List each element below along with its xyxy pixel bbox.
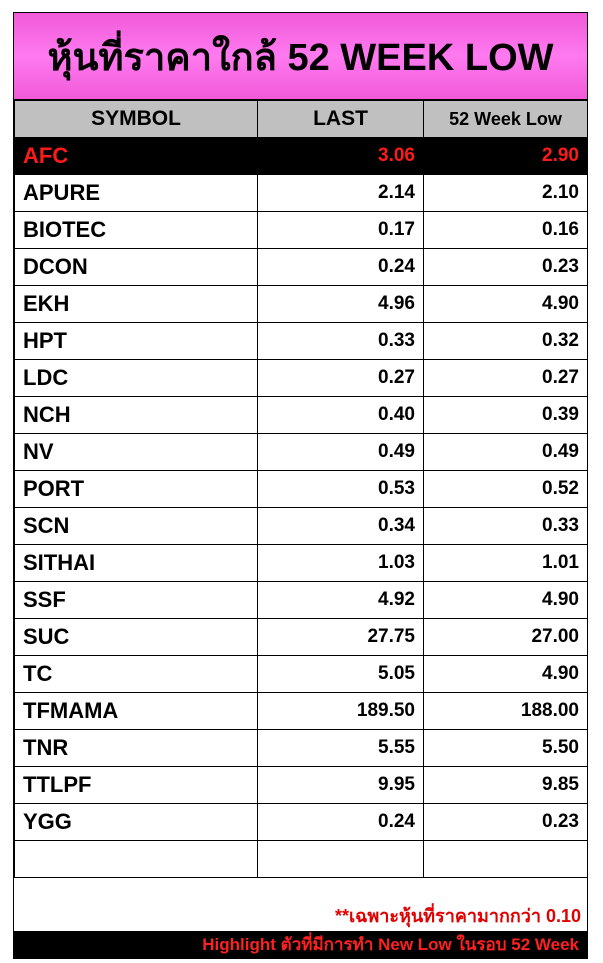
price-cell: 5.05: [257, 655, 424, 693]
price-cell: 1.01: [423, 544, 588, 582]
table-row: SITHAI 1.03 1.01: [14, 544, 588, 582]
table-row: TTLPF 9.95 9.85: [14, 766, 588, 804]
price-cell: 9.95: [257, 766, 424, 804]
table-row: SSF 4.92 4.90: [14, 581, 588, 619]
price-cell: 5.50: [423, 729, 588, 767]
symbol-cell: SITHAI: [14, 544, 258, 582]
price-cell: 3.06: [257, 137, 424, 175]
price-cell: 2.14: [257, 174, 424, 212]
price-cell: 27.75: [257, 618, 424, 656]
price-cell: 0.33: [423, 507, 588, 545]
price-cell: 4.92: [257, 581, 424, 619]
symbol-cell: DCON: [14, 248, 258, 286]
symbol-cell: AFC: [14, 137, 258, 175]
table-row: HPT 0.33 0.32: [14, 322, 588, 360]
column-header: LAST: [257, 100, 424, 138]
symbol-cell: YGG: [14, 803, 258, 841]
column-header: 52 Week Low: [423, 100, 588, 138]
price-cell: 0.27: [423, 359, 588, 397]
column-header: SYMBOL: [14, 100, 258, 138]
table-row: SCN 0.34 0.33: [14, 507, 588, 545]
table-row: BIOTEC 0.17 0.16: [14, 211, 588, 249]
price-cell: 0.39: [423, 396, 588, 434]
price-cell: 4.90: [423, 655, 588, 693]
price-cell: 27.00: [423, 618, 588, 656]
table-row: PORT 0.53 0.52: [14, 470, 588, 508]
table-row: EKH 4.96 4.90: [14, 285, 588, 323]
price-cell: 0.17: [257, 211, 424, 249]
symbol-cell: HPT: [14, 322, 258, 360]
table-row: APURE 2.14 2.10: [14, 174, 588, 212]
symbol-cell: EKH: [14, 285, 258, 323]
table-row: NV 0.49 0.49: [14, 433, 588, 471]
infographic: หุ้นที่ราคาใกล้ 52 WEEK LOW SYMBOL LAST 52…: [13, 12, 588, 959]
symbol-cell: SCN: [14, 507, 258, 545]
symbol-cell: NCH: [14, 396, 258, 434]
price-cell: 0.24: [257, 803, 424, 841]
empty-cell: [257, 840, 424, 878]
price-cell: 4.90: [423, 581, 588, 619]
price-cell: 4.90: [423, 285, 588, 323]
table-body: AFC 3.06 2.90 APURE 2.14 2.10 BIOTEC 0.17 0.16 DC…: [14, 137, 588, 878]
empty-cell: [14, 840, 258, 878]
table-row: LDC 0.27 0.27: [14, 359, 588, 397]
table-row: YGG 0.24 0.23: [14, 803, 588, 841]
price-cell: 0.52: [423, 470, 588, 508]
table-row: DCON 0.24 0.23: [14, 248, 588, 286]
title: หุ้นที่ราคาใกล้ 52 WEEK LOW: [14, 13, 587, 100]
price-cell: 0.53: [257, 470, 424, 508]
price-cell: 4.96: [257, 285, 424, 323]
price-cell: 0.33: [257, 322, 424, 360]
price-cell: 1.03: [257, 544, 424, 582]
table-row: TNR 5.55 5.50: [14, 729, 588, 767]
price-cell: 0.40: [257, 396, 424, 434]
table-row: TC 5.05 4.90: [14, 655, 588, 693]
price-cell: 5.55: [257, 729, 424, 767]
price-cell: 0.16: [423, 211, 588, 249]
symbol-cell: SSF: [14, 581, 258, 619]
price-cell: 0.49: [423, 433, 588, 471]
highlight-note: Highlight ตัวที่มีการทำ New Low ในรอบ 52…: [14, 931, 587, 958]
symbol-cell: SUC: [14, 618, 258, 656]
price-cell: 188.00: [423, 692, 588, 730]
price-cell: 0.27: [257, 359, 424, 397]
price-cell: 0.24: [257, 248, 424, 286]
symbol-cell: TC: [14, 655, 258, 693]
empty-cell: [423, 840, 588, 878]
table-row: AFC 3.06 2.90: [14, 137, 588, 175]
symbol-cell: NV: [14, 433, 258, 471]
footnote: **เฉพาะหุ้นที่ราคามากกว่า 0.10: [334, 906, 581, 926]
price-cell: 2.10: [423, 174, 588, 212]
price-cell: 0.34: [257, 507, 424, 545]
header-row: SYMBOL LAST 52 Week Low: [14, 100, 588, 138]
price-cell: 189.50: [257, 692, 424, 730]
price-cell: 2.90: [423, 137, 588, 175]
symbol-cell: BIOTEC: [14, 211, 258, 249]
symbol-cell: TNR: [14, 729, 258, 767]
price-cell: 0.32: [423, 322, 588, 360]
symbol-cell: PORT: [14, 470, 258, 508]
symbol-cell: TTLPF: [14, 766, 258, 804]
symbol-cell: APURE: [14, 174, 258, 212]
price-cell: 9.85: [423, 766, 588, 804]
table-row: NCH 0.40 0.39: [14, 396, 588, 434]
symbol-cell: TFMAMA: [14, 692, 258, 730]
symbol-cell: LDC: [14, 359, 258, 397]
price-cell: 0.49: [257, 433, 424, 471]
price-table: SYMBOL LAST 52 Week Low AFC 3.06 2.90 APURE 2.…: [14, 100, 588, 878]
table-row: TFMAMA 189.50 188.00: [14, 692, 588, 730]
price-cell: 0.23: [423, 248, 588, 286]
table-row: SUC 27.75 27.00: [14, 618, 588, 656]
price-cell: 0.23: [423, 803, 588, 841]
empty-row: [14, 840, 588, 878]
